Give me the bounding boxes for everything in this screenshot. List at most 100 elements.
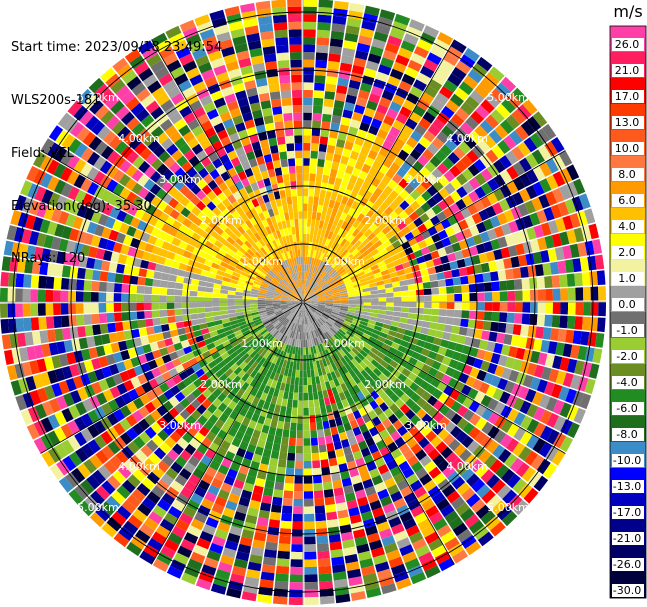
range-gate: [355, 295, 364, 299]
range-gate: [422, 111, 436, 124]
range-gate: [324, 307, 333, 312]
range-gate: [492, 291, 500, 301]
range-gate: [320, 261, 326, 270]
range-gate: [504, 234, 515, 246]
range-gate: [306, 354, 310, 363]
range-gate: [517, 483, 533, 499]
range-gate: [369, 500, 382, 511]
range-gate: [559, 274, 568, 288]
range-gate: [349, 191, 358, 201]
range-gate: [307, 218, 312, 227]
range-gate: [480, 99, 495, 114]
range-gate: [350, 323, 359, 330]
range-gate: [320, 271, 327, 279]
range-gate: [387, 179, 398, 190]
range-gate: [332, 292, 340, 296]
range-gate: [472, 234, 483, 245]
range-gate: [317, 305, 325, 309]
range-gate: [478, 449, 492, 464]
range-gate: [386, 261, 395, 269]
range-gate: [386, 297, 394, 302]
range-gate: [335, 279, 344, 285]
range-gate: [418, 262, 428, 270]
range-gate: [352, 375, 361, 385]
range-gate: [307, 339, 311, 348]
range-gate: [316, 292, 325, 297]
range-gate: [350, 591, 366, 601]
range-gate: [352, 366, 361, 376]
range-gate: [468, 310, 477, 320]
range-gate: [403, 172, 414, 184]
range-gate: [404, 66, 419, 79]
range-gate: [325, 404, 333, 413]
range-gate: [331, 290, 340, 294]
range-gate: [426, 185, 438, 197]
range-gate: [385, 244, 395, 253]
range-gate: [521, 466, 536, 482]
range-gate: [460, 121, 474, 136]
range-gate: [373, 111, 386, 122]
range-gate: [363, 107, 376, 118]
range-gate: [322, 333, 328, 342]
range-gate: [332, 433, 341, 443]
range-gate: [358, 234, 367, 243]
range-gate: [335, 319, 344, 325]
range-gate: [340, 297, 349, 300]
range-gate: [312, 266, 317, 274]
range-gate: [449, 260, 459, 270]
range-gate: [340, 307, 348, 312]
range-gate: [321, 121, 331, 130]
range-gate: [513, 427, 526, 442]
range-gate: [354, 160, 364, 171]
range-gate: [315, 520, 327, 529]
range-gate: [451, 476, 466, 490]
range-gate: [514, 313, 523, 324]
range-gate: [356, 203, 365, 213]
range-gate: [385, 292, 394, 298]
range-gate: [499, 291, 508, 301]
range-gate: [348, 340, 356, 348]
colorbar-tick-label: -6.0: [616, 402, 637, 415]
range-gate: [483, 351, 494, 362]
range-gate: [455, 127, 469, 141]
range-gate: [370, 359, 380, 368]
range-gate: [493, 342, 504, 354]
range-gate: [398, 274, 407, 281]
range-gate: [315, 288, 322, 294]
range-gate: [405, 398, 416, 409]
range-gate: [359, 121, 370, 132]
range-gate: [327, 318, 335, 325]
range-gate: [308, 257, 313, 265]
range-gate: [487, 411, 500, 425]
range-gate: [503, 334, 513, 345]
range-gate: [326, 222, 333, 232]
range-gate: [303, 347, 306, 356]
range-gate: [519, 188, 531, 203]
range-gate: [303, 302, 311, 304]
range-gate: [407, 166, 419, 178]
range-gate: [328, 215, 336, 225]
range-gate: [318, 335, 324, 344]
range-gate: [368, 316, 378, 322]
range-gate: [393, 184, 404, 195]
range-gate: [307, 203, 313, 212]
range-gate: [324, 365, 331, 374]
range-gate: [512, 192, 524, 206]
range-gate: [394, 454, 407, 466]
range-gate: [343, 355, 351, 363]
range-gate: [337, 424, 346, 434]
range-gate: [519, 157, 532, 173]
range-gate: [307, 280, 311, 288]
colorbar-tick-label: -2.0: [616, 350, 637, 363]
range-gate: [394, 388, 405, 398]
range-gate: [432, 180, 444, 192]
range-gate: [376, 317, 385, 324]
range-gate: [570, 374, 581, 390]
range-gate: [340, 357, 348, 366]
range-gate: [476, 56, 493, 72]
range-gate: [328, 53, 341, 63]
range-gate: [421, 525, 436, 538]
range-gate: [394, 409, 405, 420]
range-gate: [345, 283, 354, 288]
range-gate: [310, 303, 318, 306]
